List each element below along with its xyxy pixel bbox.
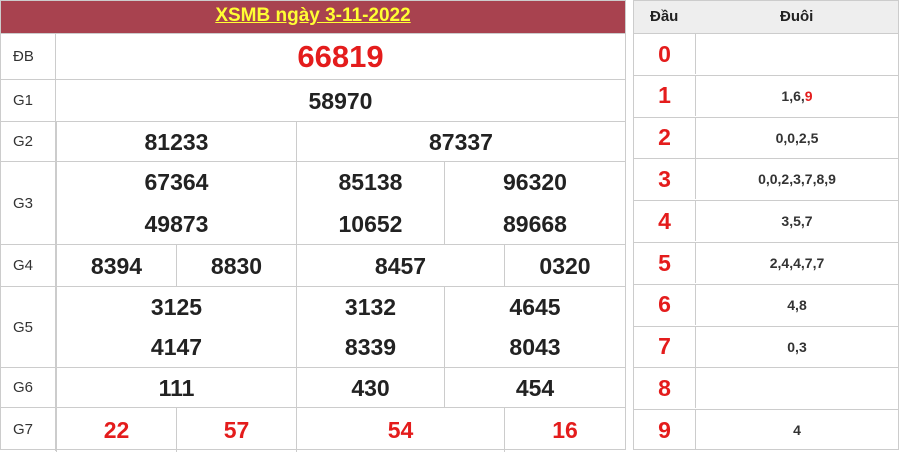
prize-number: 58970 [308,87,373,114]
prize-label: ĐB [1,34,56,79]
loto-tail-text: 0,0,2,5 [775,129,819,146]
loto-row: 0 [634,33,898,74]
prize-number: 8830 [176,245,296,287]
prize-number: 111 [56,368,296,408]
loto-row: 2 0,0,2,5 [634,116,898,158]
loto-row: 7 0,3 [634,325,898,367]
prize-number: 454 [444,368,625,408]
prize-label: G1 [1,80,56,121]
loto-tail: 2,4,4,7,7 [696,243,898,283]
prize-number: 67364 [56,162,296,204]
loto-head: 3 [634,159,696,200]
loto-tail-text: 0,0,2,3,7,8,9 [758,171,836,188]
prize-row-g2: G2 81233 87337 [1,121,625,162]
loto-head: 6 [634,284,696,325]
prize-row-g6: G6 111 430 454 [1,367,625,408]
prize-label: G7 [1,408,56,451]
loto-tail-text: 2,4,4,7,7 [769,255,825,271]
prize-number: 85138 [296,162,444,204]
loto-tail: 0,0,2,5 [696,118,898,158]
prize-number: 81233 [56,122,296,162]
prize-row-g1: G1 58970 [1,79,625,121]
loto-tail: 0,0,2,3,7,8,9 [696,159,898,199]
prize-number: 49873 [56,203,296,245]
loto-table: Đầu Đuôi 0 1 1,6, 9 2 0,0,2,5 3 0,0,2,3,7,8,9 4 3… [633,0,899,451]
loto-tail-text: 1,6, [781,87,805,104]
prize-number: 4645 [444,287,625,328]
loto-tail: 4,8 [696,285,898,325]
loto-row: 3 0,0,2,3,7,8,9 [634,158,898,200]
loto-tail: 0,3 [696,327,898,367]
prize-number: 8457 [296,245,504,287]
results-title-link[interactable]: XSMB ngày 3-11-2022 [215,5,411,26]
loto-tail: 1,6, 9 [696,76,898,116]
results-header: XSMB ngày 3-11-2022 [1,1,625,33]
loto-tail-highlight: 9 [804,87,813,104]
loto-tail-text: 4,8 [787,296,807,313]
loto-row: 1 1,6, 9 [634,74,898,116]
prize-row-g4: G4 8394 8830 8457 0320 [1,244,625,287]
prize-number: 8043 [444,327,625,368]
loto-tail: 4 [696,410,898,450]
tail-column-label: Đuôi [780,8,814,25]
loto-head: 1 [634,75,696,116]
prize-number: 4147 [56,327,296,368]
loto-head: 0 [634,34,696,74]
loto-head: 7 [634,326,696,367]
loto-tail: 3,5,7 [696,201,898,241]
prize-row-g5: G5 3125 3132 4645 4147 8339 8043 [1,286,625,368]
prize-number: 10652 [296,203,444,245]
prize-number: 16 [504,408,625,452]
prize-number: 89668 [444,203,625,245]
prize-number: 22 [56,408,176,452]
loto-row: 6 4,8 [634,283,898,325]
loto-tail-text: 0,3 [787,338,807,355]
prize-number: 8339 [296,327,444,368]
prize-number: 430 [296,368,444,408]
prize-number: 8394 [56,245,176,287]
loto-head: 5 [634,243,696,283]
prize-label: G6 [1,368,56,407]
loto-header: Đầu Đuôi [634,1,898,33]
prize-number: 54 [296,408,504,452]
loto-tail [696,34,898,74]
prize-number: 96320 [444,162,625,204]
prize-label: G5 [1,287,56,367]
loto-head: 8 [634,368,696,409]
prize-row-g7: G7 22 57 54 16 [1,407,625,452]
prize-number: 0320 [504,245,625,287]
loto-row: 4 3,5,7 [634,200,898,242]
results-table: XSMB ngày 3-11-2022 ĐB 66819 G1 58970 G2 8123… [0,0,626,452]
prize-label: G2 [1,122,56,161]
prize-row-db: ĐB 66819 [1,33,625,79]
loto-head: 4 [634,201,696,242]
prize-label: G3 [1,162,56,244]
head-column-label: Đầu [650,8,679,25]
prize-row-g3: G3 67364 85138 96320 49873 10652 89668 [1,161,625,245]
loto-row: 5 2,4,4,7,7 [634,242,898,283]
loto-tail-text: 3,5,7 [781,213,813,230]
loto-head: 9 [634,410,696,451]
loto-tail-text: 4 [793,422,801,439]
prize-label: G4 [1,245,56,286]
prize-number: 3132 [296,287,444,328]
loto-tail [696,368,898,408]
prize-number: 57 [176,408,296,452]
loto-row: 8 [634,367,898,409]
prize-number: 3125 [56,287,296,328]
prize-number: 66819 [297,39,384,74]
loto-head: 2 [634,117,696,158]
prize-number: 87337 [296,122,625,162]
